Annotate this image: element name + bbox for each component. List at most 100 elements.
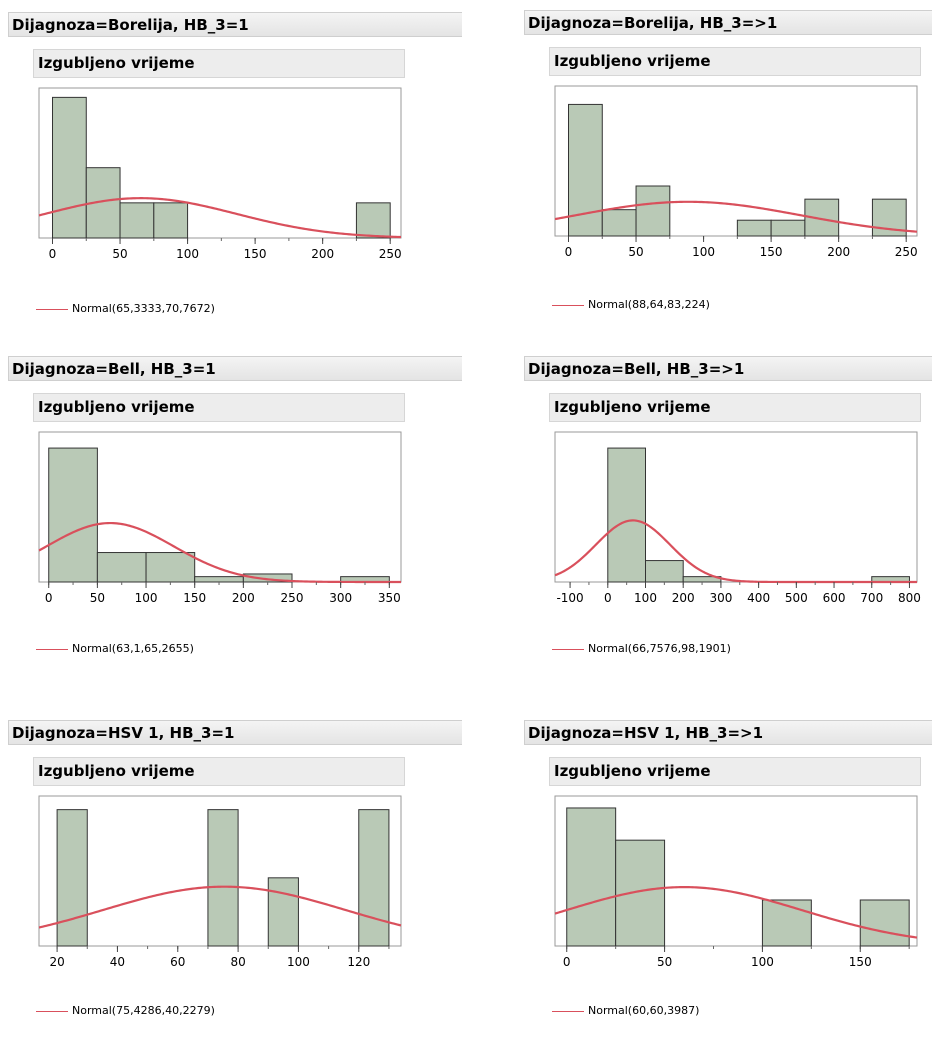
x-tick-label: -100	[556, 591, 583, 605]
legend: Normal(60,60,3987)	[552, 1004, 699, 1018]
x-tick-label: 200	[672, 591, 695, 605]
x-tick-label: 250	[895, 245, 918, 259]
x-tick-label: 50	[112, 247, 127, 261]
legend-label: Normal(65,3333,70,7672)	[72, 302, 215, 315]
x-tick-label: 150	[760, 245, 783, 259]
histogram-bar-2	[119, 202, 155, 239]
x-tick-label: 100	[176, 247, 199, 261]
x-tick-label: 150	[183, 591, 206, 605]
histogram-bar-1	[601, 209, 637, 237]
chart-panel-4: Dijagnoza=HSV 1, HB_3=1 Izgubljeno vrije…	[8, 720, 462, 1040]
histogram-bar-3	[153, 202, 189, 239]
normal-curve-swatch-icon	[552, 304, 584, 306]
x-tick-label: 400	[747, 591, 770, 605]
histogram-bar-0	[56, 809, 88, 947]
x-tick-label: 100	[287, 955, 310, 969]
legend: Normal(66,7576,98,1901)	[552, 642, 731, 656]
x-tick-label: 300	[329, 591, 352, 605]
x-tick-label: 250	[379, 247, 402, 261]
variable-title: Izgubljeno vrijeme	[549, 47, 921, 76]
x-tick-label: 700	[860, 591, 883, 605]
variable-title: Izgubljeno vrijeme	[33, 757, 405, 786]
x-tick-label: 80	[230, 955, 245, 969]
normal-curve	[38, 885, 402, 929]
normal-curve-swatch-icon	[36, 308, 68, 310]
group-title: Dijagnoza=HSV 1, HB_3=>1	[524, 720, 932, 745]
legend: Normal(63,1,65,2655)	[36, 642, 194, 656]
histogram-bar-1	[207, 809, 239, 947]
x-tick-label: 200	[827, 245, 850, 259]
group-title: Dijagnoza=Bell, HB_3=>1	[524, 356, 932, 381]
x-tick-label: 100	[634, 591, 657, 605]
histogram-plot: 20 40 60 80 100 120	[38, 795, 402, 969]
histogram-plot: 0 50 100 150	[554, 795, 918, 969]
group-title: Dijagnoza=Borelija, HB_3=1	[8, 12, 462, 37]
normal-curve-swatch-icon	[36, 648, 68, 650]
histogram-bar-3	[358, 809, 390, 947]
histogram-bar-4	[355, 202, 391, 239]
x-tick-label: 600	[823, 591, 846, 605]
x-tick-label: 300	[709, 591, 732, 605]
histogram-bar-0	[48, 447, 98, 583]
x-tick-label: 350	[378, 591, 401, 605]
x-tick-label: 250	[281, 591, 304, 605]
histogram-bar-0	[566, 807, 617, 947]
x-tick-label: 0	[565, 245, 573, 259]
histogram-bar-1	[615, 839, 666, 947]
chart-panel-2: Dijagnoza=Bell, HB_3=1 Izgubljeno vrijem…	[8, 356, 462, 676]
normal-curve	[38, 197, 402, 239]
x-tick-label: 40	[110, 955, 125, 969]
x-tick-label: 0	[563, 955, 571, 969]
x-tick-label: 100	[692, 245, 715, 259]
chart-panel-1: Dijagnoza=Borelija, HB_3=>1 Izgubljeno v…	[524, 10, 932, 330]
normal-curve	[554, 886, 918, 939]
x-tick-label: 200	[232, 591, 255, 605]
variable-title: Izgubljeno vrijeme	[33, 393, 405, 422]
variable-title: Izgubljeno vrijeme	[549, 393, 921, 422]
histogram-bar-2	[267, 877, 299, 947]
x-tick-label: 150	[849, 955, 872, 969]
legend: Normal(75,4286,40,2279)	[36, 1004, 215, 1018]
chart-panel-3: Dijagnoza=Bell, HB_3=>1 Izgubljeno vrije…	[524, 356, 932, 676]
histogram-plot: 0 50 100 150 200 250	[38, 87, 402, 261]
normal-curve-swatch-icon	[36, 1010, 68, 1012]
x-tick-label: 100	[135, 591, 158, 605]
x-tick-label: 150	[244, 247, 267, 261]
group-title: Dijagnoza=HSV 1, HB_3=1	[8, 720, 462, 745]
x-tick-label: 500	[785, 591, 808, 605]
x-tick-label: 100	[751, 955, 774, 969]
histogram-plot: 0 50 100 150 200 250 300 350	[38, 431, 402, 605]
normal-curve-swatch-icon	[552, 648, 584, 650]
normal-curve-swatch-icon	[552, 1010, 584, 1012]
legend: Normal(65,3333,70,7672)	[36, 302, 215, 316]
normal-curve	[554, 519, 917, 584]
histogram-bar-2	[145, 552, 196, 583]
legend-label: Normal(63,1,65,2655)	[72, 642, 194, 655]
variable-title: Izgubljeno vrijeme	[549, 757, 921, 786]
histogram-plot: -100 0 100 200 300 400 500 600 700 800	[554, 431, 921, 605]
x-tick-label: 60	[170, 955, 185, 969]
histogram-bar-4	[770, 219, 806, 237]
x-tick-label: 50	[628, 245, 643, 259]
normal-curve	[38, 521, 401, 584]
chart-panel-0: Dijagnoza=Borelija, HB_3=1 Izgubljeno vr…	[8, 12, 462, 332]
legend-label: Normal(60,60,3987)	[588, 1004, 700, 1017]
legend-label: Normal(66,7576,98,1901)	[588, 642, 731, 655]
normal-curve	[554, 200, 918, 233]
histogram-bar-1	[96, 552, 147, 583]
variable-title: Izgubljeno vrijeme	[33, 49, 405, 78]
x-tick-label: 20	[49, 955, 64, 969]
x-tick-label: 0	[49, 247, 57, 261]
histogram-bar-1	[645, 560, 684, 583]
histogram-bar-2	[635, 185, 671, 237]
x-tick-label: 0	[604, 591, 612, 605]
histogram-bar-0	[607, 447, 646, 583]
histogram-bar-3	[736, 219, 772, 237]
histogram-bar-3	[859, 899, 910, 947]
histogram-bar-2	[761, 899, 812, 947]
histogram-bar-3	[194, 576, 244, 583]
histogram-plot: 0 50 100 150 200 250	[554, 85, 918, 259]
x-tick-label: 0	[45, 591, 53, 605]
legend-label: Normal(88,64,83,224)	[588, 298, 710, 311]
legend: Normal(88,64,83,224)	[552, 298, 710, 312]
